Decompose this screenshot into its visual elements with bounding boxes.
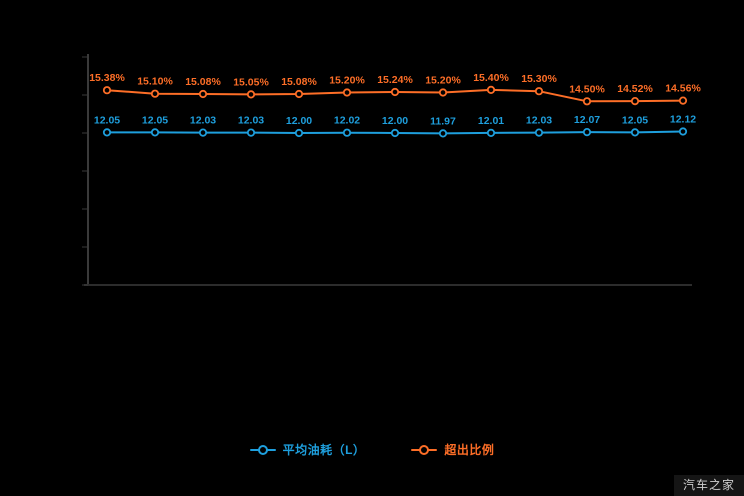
legend-dot-icon xyxy=(419,444,430,455)
svg-text:12.00: 12.00 xyxy=(382,115,408,127)
svg-text:12.03: 12.03 xyxy=(238,115,264,127)
svg-text:15.24%: 15.24% xyxy=(377,74,413,86)
svg-text:12.05: 12.05 xyxy=(94,114,120,126)
svg-text:15.38%: 15.38% xyxy=(89,72,125,84)
svg-text:15.10%: 15.10% xyxy=(137,76,173,88)
svg-text:14.56%: 14.56% xyxy=(665,83,701,95)
svg-text:12.12: 12.12 xyxy=(670,114,696,126)
svg-text:11.97: 11.97 xyxy=(430,115,456,127)
legend-item-exceed-percent[interactable]: 超出比例 xyxy=(411,441,494,458)
svg-text:12.02: 12.02 xyxy=(334,115,360,127)
legend-line-marker-icon xyxy=(249,444,276,456)
svg-text:12.01: 12.01 xyxy=(478,115,504,127)
watermark-autohome: 汽车之家 xyxy=(673,475,744,496)
svg-text:15.30%: 15.30% xyxy=(521,73,557,85)
svg-text:14.52%: 14.52% xyxy=(617,83,653,95)
svg-text:12.00: 12.00 xyxy=(286,115,312,127)
chart-legend: 平均油耗（L） 超出比例 xyxy=(0,441,744,458)
svg-text:15.08%: 15.08% xyxy=(185,76,221,88)
svg-text:15.05%: 15.05% xyxy=(233,76,269,88)
svg-text:15.40%: 15.40% xyxy=(473,72,509,84)
legend-label-exceed-percent: 超出比例 xyxy=(444,443,495,457)
legend-line-marker-icon xyxy=(411,444,438,456)
svg-text:12.05: 12.05 xyxy=(622,114,648,126)
svg-text:15.20%: 15.20% xyxy=(329,75,365,87)
legend-label-avg-fuel: 平均油耗（L） xyxy=(282,443,366,457)
line-chart-canvas: 12.05 12.05 12.03 12.03 12.00 12.02 12.00 11.97… xyxy=(82,54,701,286)
svg-text:15.08%: 15.08% xyxy=(281,76,317,88)
svg-text:12.03: 12.03 xyxy=(190,115,216,127)
legend-dot-icon xyxy=(257,444,268,455)
legend-item-avg-fuel[interactable]: 平均油耗（L） xyxy=(249,441,366,458)
svg-text:12.07: 12.07 xyxy=(574,114,600,126)
svg-text:12.03: 12.03 xyxy=(526,115,552,127)
svg-text:12.05: 12.05 xyxy=(142,114,168,126)
svg-text:15.20%: 15.20% xyxy=(425,75,461,87)
svg-text:14.50%: 14.50% xyxy=(569,83,605,95)
watermark-text: 汽车之家 xyxy=(682,478,735,492)
